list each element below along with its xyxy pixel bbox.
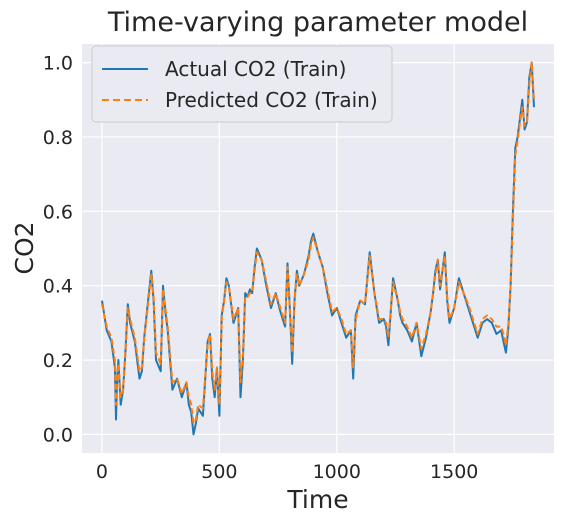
x-tick-label: 500 xyxy=(201,461,237,483)
y-tick-label: 0.6 xyxy=(43,201,73,223)
y-tick-label: 1.0 xyxy=(43,53,73,75)
legend-label-actual: Actual CO2 (Train) xyxy=(165,57,346,81)
series-lines xyxy=(101,61,535,436)
y-axis-title: CO2 xyxy=(10,221,39,274)
x-tick-label: 1500 xyxy=(430,461,478,483)
x-tick-label: 1000 xyxy=(313,461,361,483)
x-tick-label: 0 xyxy=(96,461,108,483)
y-tick-label: 0.0 xyxy=(43,424,73,446)
x-tick-labels: 0 500 1000 1500 xyxy=(96,461,478,483)
legend: Actual CO2 (Train) Predicted CO2 (Train) xyxy=(91,45,393,123)
y-tick-label: 0.2 xyxy=(43,350,73,372)
y-tick-label: 0.8 xyxy=(43,127,73,149)
chart-title: Time-varying parameter model xyxy=(107,7,528,38)
y-tick-labels: 0.0 0.2 0.4 0.6 0.8 1.0 xyxy=(43,53,73,447)
legend-box xyxy=(91,45,393,123)
legend-label-predicted: Predicted CO2 (Train) xyxy=(165,88,378,112)
series-line-predicted xyxy=(101,61,535,425)
y-tick-label: 0.4 xyxy=(43,276,73,298)
x-axis-title: Time xyxy=(286,485,348,514)
